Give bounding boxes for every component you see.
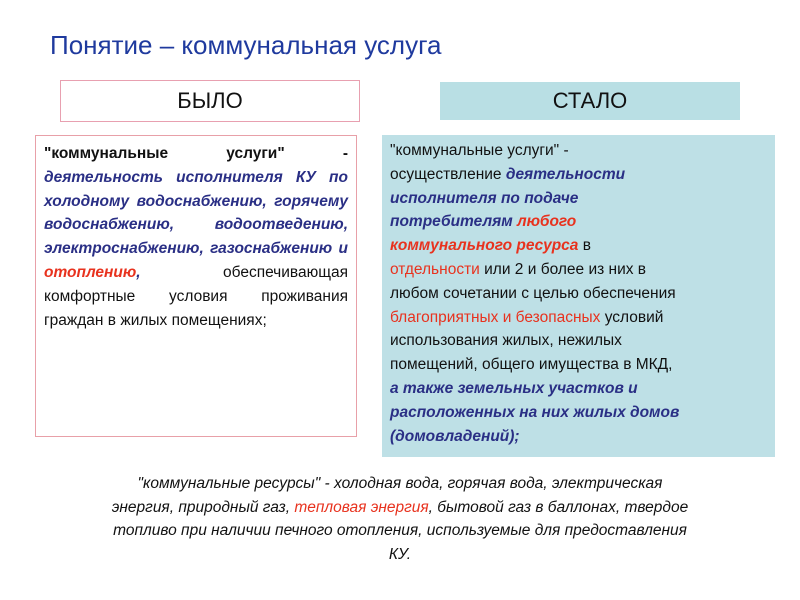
before-header: БЫЛО	[60, 80, 360, 122]
old-definition-box: "коммунальные услуги" - деятельность исп…	[35, 135, 357, 437]
text: или 2 и более из них в любом сочетании с…	[390, 260, 676, 302]
land-emphasis: а также земельных участков и расположенн…	[390, 379, 680, 445]
conditions-emphasis: благоприятных и безопасных	[390, 308, 601, 326]
services-list: деятельность исполнителя КУ по холодному…	[44, 168, 348, 258]
separately-emphasis: отдельности	[390, 260, 480, 278]
text: в	[582, 237, 591, 255]
before-header-label: БЫЛО	[177, 88, 243, 113]
slide-title: Понятие – коммунальная услуга	[50, 30, 442, 60]
resources-note: "коммунальные ресурсы" - холодная вода, …	[20, 472, 780, 566]
note-text: "коммунальные ресурсы" - холодная вода, …	[111, 475, 663, 516]
note-text: , бытовой газ в баллонах, твердое топлив…	[113, 498, 689, 563]
after-header: СТАЛО	[440, 82, 740, 120]
comma: ,	[136, 263, 141, 281]
heating-emphasis: отоплению	[44, 263, 137, 281]
text: условий использования жилых, нежилых пом…	[390, 308, 673, 374]
term: "коммунальные услуги" -	[44, 145, 348, 162]
resource-emphasis: любого коммунального ресурса	[390, 213, 579, 255]
new-definition-box: "коммунальные услуги" - осуществление де…	[382, 135, 775, 457]
activity-emphasis: деятельности исполнителя по подаче потре…	[390, 165, 626, 231]
thermal-energy-emphasis: тепловая энергия	[294, 498, 429, 516]
purpose-text: обеспечивающая комфортные условия прожив…	[44, 263, 348, 329]
after-header-label: СТАЛО	[552, 88, 628, 113]
term-text: "коммунальные услуги" - осуществление	[390, 142, 569, 183]
